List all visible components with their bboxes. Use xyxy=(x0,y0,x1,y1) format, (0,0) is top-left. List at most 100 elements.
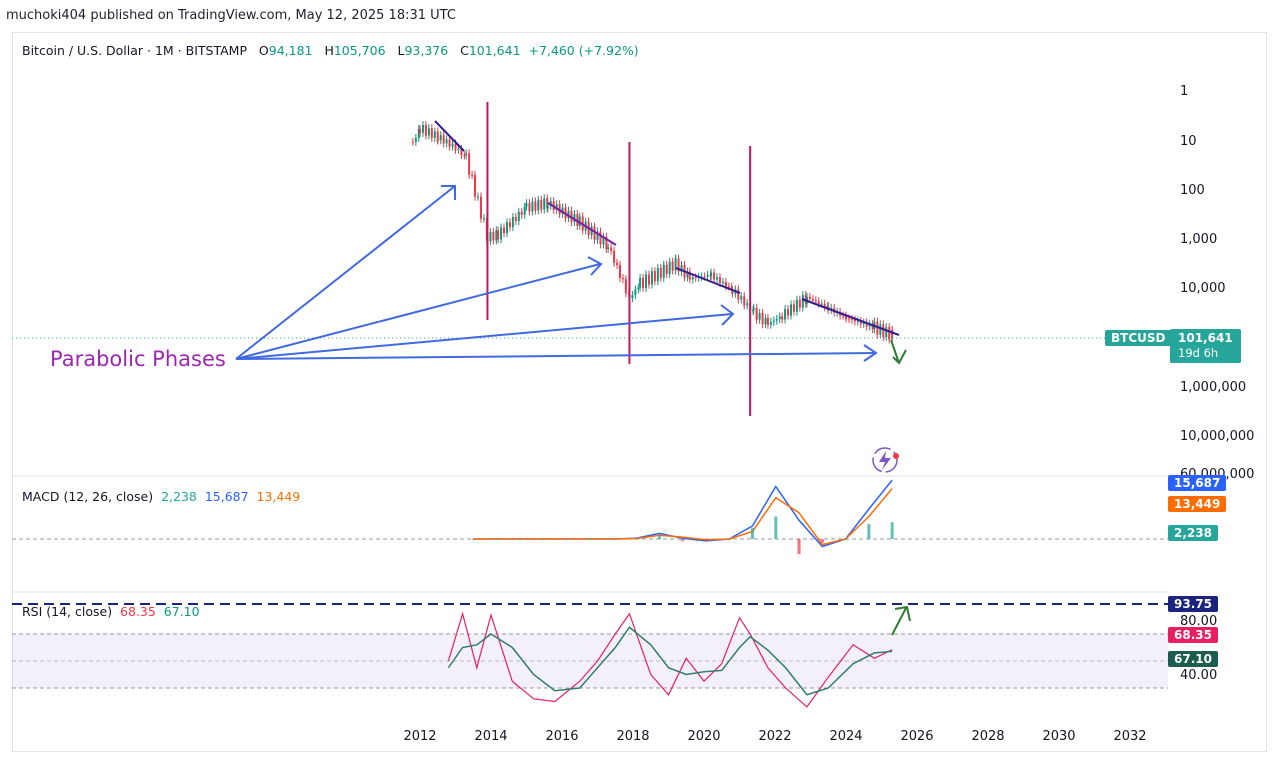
price-candle-body xyxy=(859,321,862,325)
trendline-1[interactable] xyxy=(434,120,465,152)
price-candle-body xyxy=(445,139,448,144)
close-label: C xyxy=(460,43,469,58)
price-candle-body xyxy=(482,218,485,220)
price-candle-body xyxy=(727,286,730,288)
price-candle-body xyxy=(865,322,868,327)
price-candle-body xyxy=(784,309,787,320)
arrow-2017[interactable] xyxy=(235,263,601,360)
price-candle-body xyxy=(474,174,477,197)
price-candle-body xyxy=(634,289,637,296)
macd-histogram-bar xyxy=(657,535,661,539)
price-candle-body xyxy=(639,277,642,288)
price-candle-body xyxy=(567,210,570,219)
annotation-label[interactable]: Parabolic Phases xyxy=(50,347,226,371)
price-candle-body xyxy=(476,196,479,198)
price-candle-body xyxy=(868,323,871,327)
price-candle-body xyxy=(718,277,721,283)
rsi-ma-tag: 67.10 xyxy=(1168,651,1218,667)
y-tick-label: 1,000,000 xyxy=(1180,380,1246,395)
arrow-2025[interactable] xyxy=(235,352,877,360)
price-candle-body xyxy=(817,301,820,304)
macd-histogram-bar xyxy=(681,539,685,542)
price-candle-body xyxy=(647,274,650,285)
price-candle-body xyxy=(781,316,784,320)
macd-legend[interactable]: MACD (12, 26, close) 2,238 15,687 13,449 xyxy=(22,489,300,504)
annotation-arrows[interactable] xyxy=(235,185,878,362)
price-candle-body xyxy=(668,261,671,275)
price-candle-body xyxy=(561,207,564,215)
macd-histogram-bar xyxy=(704,539,708,542)
price-candle-body xyxy=(616,262,619,265)
x-tick-label: 2014 xyxy=(474,729,507,744)
price-candle-body xyxy=(534,201,537,211)
trendline-4[interactable] xyxy=(801,298,900,336)
price-candle-body xyxy=(642,277,645,288)
macd-histogram-bar xyxy=(820,539,824,543)
price-candle-body xyxy=(546,198,549,209)
price-candle-body xyxy=(457,148,460,150)
price-tag-countdown: 19d 6h xyxy=(1178,346,1219,360)
change-value: +7,460 (+7.92%) xyxy=(528,43,639,58)
rsi-tick-label: 40.00 xyxy=(1180,668,1217,683)
price-candle-body xyxy=(489,231,492,242)
macd-histogram-bar xyxy=(890,522,894,539)
price-candle-body xyxy=(876,321,879,335)
arrow-head-2025 xyxy=(863,344,878,362)
price-candle-body xyxy=(460,148,463,156)
forecast-arrows[interactable] xyxy=(890,339,911,636)
price-candle-body xyxy=(823,303,826,308)
trendline-2[interactable] xyxy=(547,202,617,246)
price-candle-body xyxy=(856,321,859,323)
price-candle-body xyxy=(543,198,546,210)
macd-histogram-bar xyxy=(774,516,778,539)
up-arrow[interactable] xyxy=(891,607,907,636)
price-candle-body xyxy=(430,128,433,138)
price-candle-body xyxy=(479,196,482,219)
price-candle-body xyxy=(525,203,528,207)
rsi-legend[interactable]: RSI (14, close) 68.35 67.10 xyxy=(22,604,200,619)
price-candle-body xyxy=(686,271,689,278)
price-candle-body xyxy=(465,153,468,156)
price-candle-body xyxy=(842,315,845,317)
price-candle-body xyxy=(602,236,605,245)
price-candle-body xyxy=(688,271,691,280)
price-candle-body xyxy=(573,213,576,223)
price-candle-body xyxy=(531,201,534,212)
arrow-2021[interactable] xyxy=(235,313,733,360)
price-candle-body xyxy=(624,279,627,294)
down-arrow-head xyxy=(892,349,907,365)
trendline-3[interactable] xyxy=(675,267,741,294)
low-value: 93,376 xyxy=(404,43,449,58)
price-candle-body xyxy=(578,216,581,226)
rsi-series: 80.00 40.00 xyxy=(447,611,1217,708)
arrow-head-2021 xyxy=(720,304,735,326)
price-series xyxy=(411,120,894,344)
price-candle-body xyxy=(804,295,807,304)
price-candle-body xyxy=(593,226,596,240)
down-arrow[interactable] xyxy=(890,339,900,364)
trendlines[interactable] xyxy=(434,120,900,336)
rsi-tick-label: 80.00 xyxy=(1180,614,1217,629)
price-candle-body xyxy=(468,153,471,175)
x-tick-label: 2030 xyxy=(1042,729,1075,744)
price-candle-body xyxy=(814,300,817,302)
lightning-icon[interactable] xyxy=(872,447,899,473)
price-candle-body xyxy=(792,304,795,312)
symbol-legend[interactable]: Bitcoin / U.S. Dollar · 1M · BITSTAMP O9… xyxy=(22,43,639,58)
price-candle-body xyxy=(610,247,613,251)
price-candle-body xyxy=(766,318,769,325)
price-candle-body xyxy=(419,128,421,133)
price-candle-body xyxy=(433,131,436,138)
price-candle-body xyxy=(882,324,885,338)
macd-histogram-bar xyxy=(867,524,871,539)
price-tag[interactable]: 101,641 19d 6h xyxy=(1170,329,1241,363)
x-tick-label: 2018 xyxy=(616,729,649,744)
x-tick-label: 2024 xyxy=(829,729,862,744)
price-candle-body xyxy=(523,206,526,215)
symbol-tag[interactable]: BTCUSD xyxy=(1105,330,1172,346)
arrow-2013[interactable] xyxy=(235,185,456,360)
price-candle-body xyxy=(442,135,445,144)
up-arrow-head xyxy=(894,605,911,622)
signal-line xyxy=(473,488,893,546)
